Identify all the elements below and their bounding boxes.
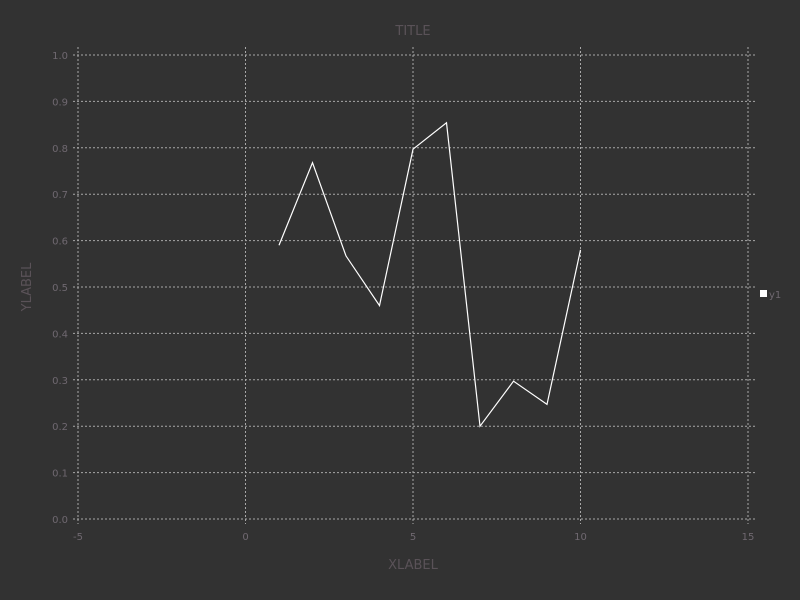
y-tick-label: 0.5 — [52, 283, 68, 294]
y-tick-label: 0.4 — [52, 329, 68, 340]
legend-swatch — [760, 290, 767, 297]
legend-label: y1 — [769, 290, 781, 301]
legend: y1 — [760, 290, 781, 301]
grid — [73, 47, 755, 524]
y-axis-label: YLABEL — [20, 262, 35, 313]
x-tick-label: -5 — [73, 532, 83, 543]
y-tick-label: 1.0 — [52, 51, 68, 62]
y-tick-label: 0.3 — [52, 376, 68, 387]
y-tick-label: 0.0 — [52, 515, 68, 526]
chart-title: TITLE — [394, 24, 430, 39]
y-tick-label: 0.6 — [52, 237, 68, 248]
y-tick-label: 0.9 — [52, 97, 68, 108]
series-layer — [278, 121, 582, 428]
series-line-y1 — [278, 121, 582, 428]
x-tick-label: 0 — [242, 532, 248, 543]
y-tick-label: 0.8 — [52, 144, 68, 155]
x-tick-label: 5 — [410, 532, 416, 543]
x-tick-label: 15 — [742, 532, 755, 543]
x-tick-label: 10 — [574, 532, 587, 543]
tick-labels: 0.0 0.1 0.2 0.3 0.4 0.5 0.6 0.7 0.8 0.9 1.0 -5 0 5 10 1… — [52, 51, 754, 543]
y-tick-label: 0.7 — [52, 190, 68, 201]
y-tick-label: 0.1 — [52, 469, 68, 480]
x-axis-label: XLABEL — [388, 558, 438, 573]
y-tick-label: 0.2 — [52, 422, 68, 433]
